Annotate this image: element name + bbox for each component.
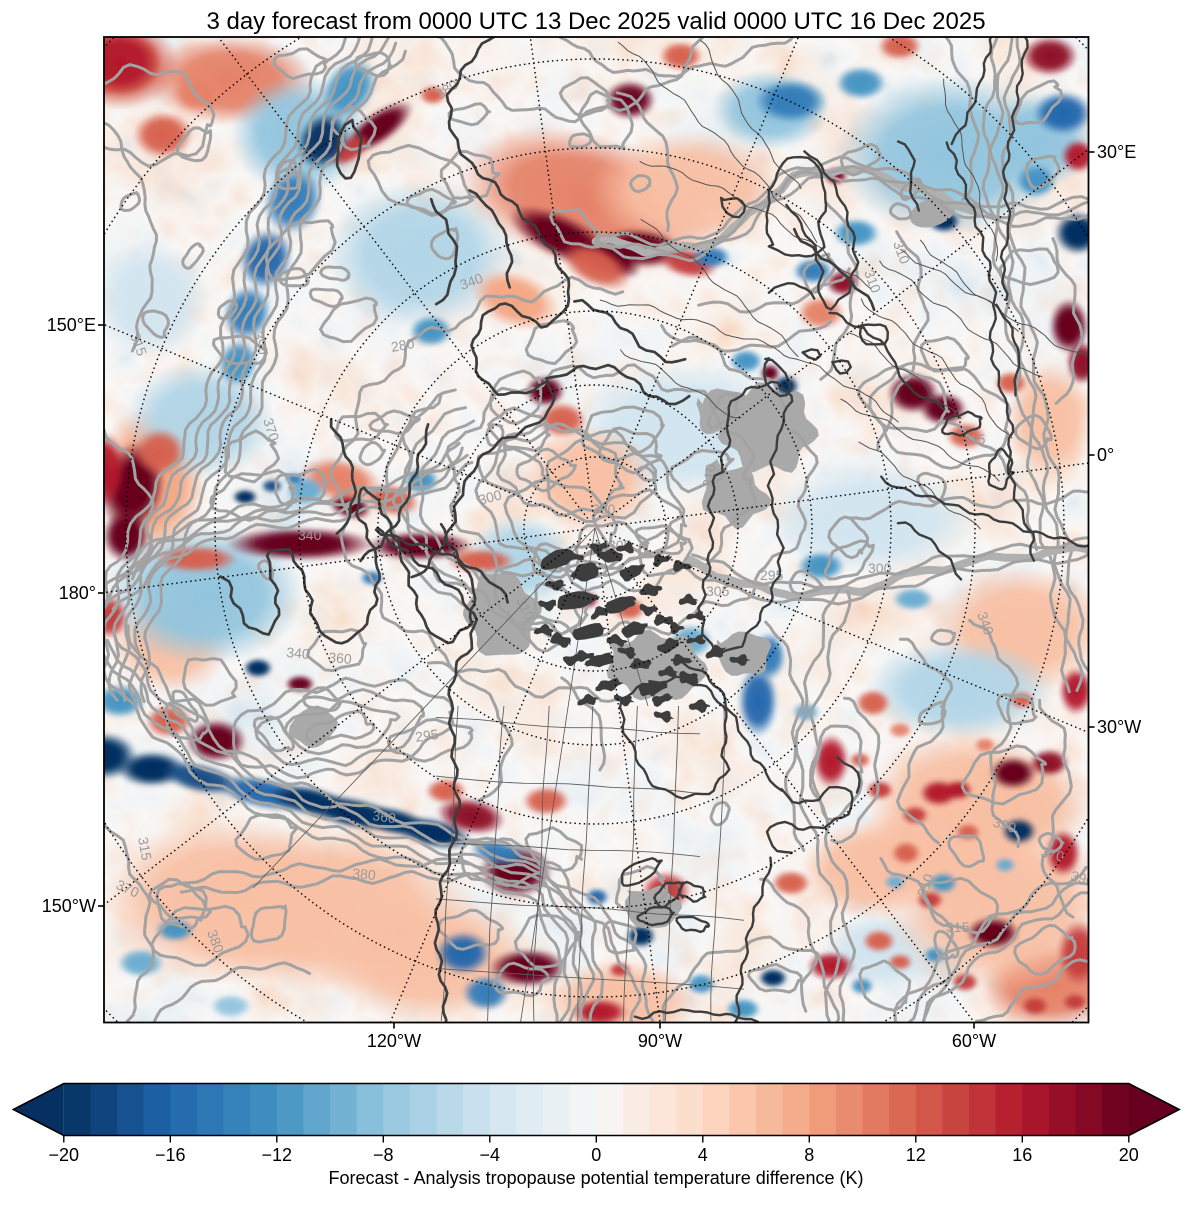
svg-text:−20: −20 bbox=[49, 1145, 80, 1165]
svg-text:380: 380 bbox=[204, 928, 227, 956]
svg-text:315: 315 bbox=[946, 919, 970, 935]
svg-text:310: 310 bbox=[890, 239, 913, 267]
svg-text:300: 300 bbox=[477, 486, 504, 508]
svg-text:4: 4 bbox=[698, 1145, 708, 1165]
svg-text:360: 360 bbox=[372, 807, 398, 826]
svg-text:315: 315 bbox=[127, 331, 150, 359]
svg-text:0°: 0° bbox=[1097, 445, 1114, 465]
svg-text:180°: 180° bbox=[59, 583, 96, 603]
svg-text:120°W: 120°W bbox=[367, 1031, 421, 1051]
svg-text:370: 370 bbox=[260, 416, 283, 443]
svg-text:30°E: 30°E bbox=[1097, 142, 1136, 162]
svg-text:20: 20 bbox=[1119, 1145, 1139, 1165]
svg-text:390: 390 bbox=[250, 330, 272, 357]
svg-text:90°W: 90°W bbox=[638, 1031, 682, 1051]
svg-text:380: 380 bbox=[352, 865, 377, 883]
svg-text:370: 370 bbox=[1039, 843, 1066, 864]
svg-text:340: 340 bbox=[298, 527, 322, 543]
svg-text:340: 340 bbox=[974, 610, 997, 638]
svg-text:300: 300 bbox=[868, 560, 892, 576]
svg-text:150°W: 150°W bbox=[42, 896, 96, 916]
svg-text:−12: −12 bbox=[262, 1145, 293, 1165]
svg-text:305: 305 bbox=[706, 583, 730, 599]
svg-text:360: 360 bbox=[328, 649, 353, 667]
svg-text:8: 8 bbox=[804, 1145, 814, 1165]
svg-text:3 day forecast from 0000 UTC 1: 3 day forecast from 0000 UTC 13 Dec 2025… bbox=[206, 8, 985, 35]
svg-text:30°W: 30°W bbox=[1097, 717, 1141, 737]
svg-text:300: 300 bbox=[592, 501, 616, 517]
svg-text:60°W: 60°W bbox=[952, 1031, 996, 1051]
svg-text:315: 315 bbox=[135, 836, 155, 862]
svg-text:150°E: 150°E bbox=[47, 315, 96, 335]
svg-text:310: 310 bbox=[861, 268, 884, 296]
svg-text:315: 315 bbox=[962, 431, 986, 447]
svg-text:390: 390 bbox=[991, 814, 1018, 837]
svg-text:0: 0 bbox=[591, 1145, 601, 1165]
svg-text:−8: −8 bbox=[373, 1145, 394, 1165]
svg-text:−4: −4 bbox=[480, 1145, 501, 1165]
svg-text:310: 310 bbox=[914, 871, 937, 899]
svg-text:340: 340 bbox=[458, 270, 486, 293]
svg-text:340: 340 bbox=[286, 644, 311, 662]
svg-text:280: 280 bbox=[390, 335, 416, 355]
svg-text:−16: −16 bbox=[155, 1145, 186, 1165]
svg-text:12: 12 bbox=[906, 1145, 926, 1165]
svg-text:Forecast - Analysis tropopause: Forecast - Analysis tropopause potential… bbox=[329, 1168, 864, 1188]
svg-text:390: 390 bbox=[1069, 867, 1096, 888]
svg-text:295: 295 bbox=[414, 726, 440, 745]
svg-text:16: 16 bbox=[1012, 1145, 1032, 1165]
